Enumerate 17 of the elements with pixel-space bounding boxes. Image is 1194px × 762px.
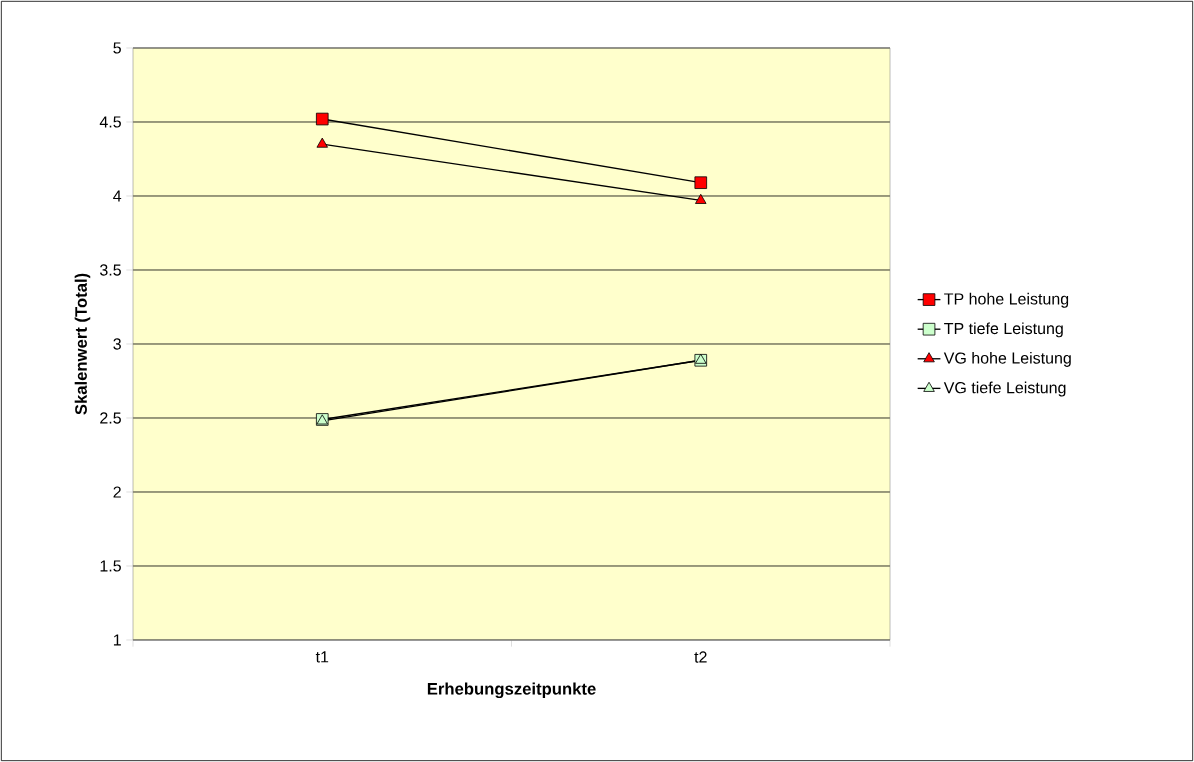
y-tick-label: 2.5 (100, 412, 121, 424)
y-tick-label: 5 (113, 42, 121, 54)
y-tick-label: 4.5 (99, 116, 121, 128)
legend-label: VG tiefe Leistung (943, 381, 1066, 397)
y-tick-label: 3.5 (100, 264, 121, 276)
y-tick-label: 3 (113, 338, 121, 350)
y-axis-title: Skalenwert (Total) (74, 273, 91, 415)
legend-label: TP hohe Leistung (944, 292, 1069, 308)
x-tick-label: t1 (315, 651, 329, 663)
legend-label: VG hohe Leistung (943, 352, 1071, 367)
x-tick-label: t2 (694, 651, 707, 663)
y-tick-label: 1.5 (100, 560, 121, 572)
y-tick-label: 1 (113, 634, 121, 646)
y-tick-label: 4 (113, 190, 122, 202)
legend-label: TP tiefe Leistung (944, 322, 1063, 338)
y-tick-label: 2 (113, 486, 121, 498)
x-axis-title: Erhebungszeitpunkte (427, 682, 596, 699)
